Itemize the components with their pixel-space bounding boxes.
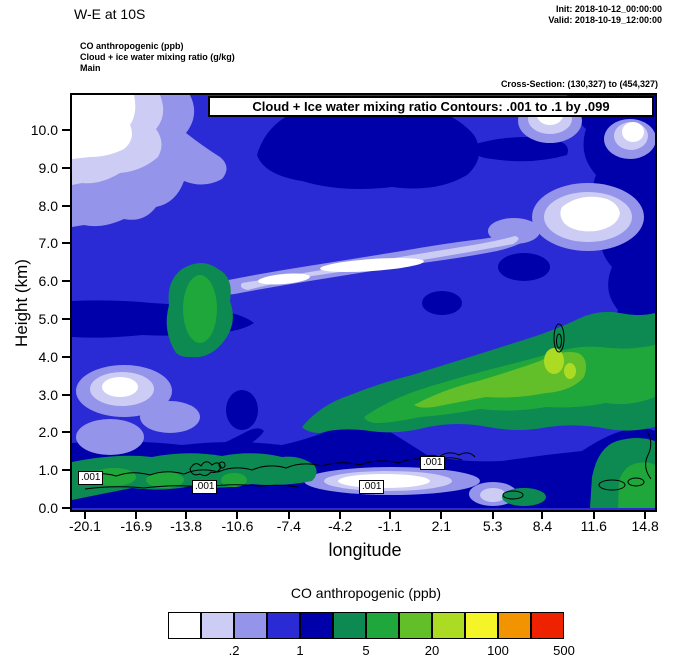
x-tick-label: 2.1	[431, 518, 452, 534]
y-tick-mark	[62, 318, 70, 320]
legend-tick-label: 500	[553, 643, 575, 658]
x-tick-label: -1.1	[377, 518, 402, 534]
x-tick-label: -7.4	[276, 518, 301, 534]
legend-color-cell	[465, 612, 498, 639]
y-tick-mark	[62, 242, 70, 245]
field-description-block: CO anthropogenic (ppb) Cloud + ice water…	[80, 41, 235, 74]
x-tick-label: -10.6	[221, 518, 254, 534]
y-tick-label: 0.0	[38, 500, 58, 516]
legend-color-cell	[366, 612, 399, 639]
y-tick-label: 2.0	[38, 424, 58, 441]
field-line-co: CO anthropogenic (ppb)	[80, 41, 184, 51]
x-tick-mark	[185, 512, 188, 519]
cross-section-coords: Cross-Section: (130,327) to (454,327)	[500, 79, 658, 89]
legend-tick-label: 100	[487, 643, 509, 658]
x-tick-mark	[491, 512, 494, 519]
x-tick-mark	[388, 512, 391, 519]
y-tick-mark	[62, 204, 70, 207]
x-tick-mark	[236, 512, 239, 519]
y-tick-mark	[62, 355, 70, 358]
co-fill-yellow-green	[544, 348, 576, 379]
legend-color-cell	[333, 612, 366, 639]
x-tick-label: -16.9	[120, 518, 153, 534]
cross-section-canvas	[72, 95, 655, 510]
y-tick-label: 3.0	[38, 386, 58, 403]
x-tick-mark	[339, 512, 342, 519]
legend-tick-label: 5	[362, 643, 370, 658]
field-line-cloud: Cloud + ice water mixing ratio (g/kg)	[80, 52, 235, 62]
y-tick-label: 6.0	[38, 273, 58, 290]
co-fill-bright-green	[414, 352, 586, 408]
y-tick-label: 5.0	[38, 311, 58, 327]
y-tick-label: 7.0	[38, 235, 58, 252]
contour-inline-label: .001	[78, 471, 104, 485]
x-axis-title: longitude	[328, 540, 402, 560]
legend-tick-label: .2	[228, 643, 240, 658]
contour-inline-label: .001	[192, 480, 218, 494]
valid-time: Valid: 2018-10-19_12:00:00	[548, 15, 662, 25]
legend-color-cell	[267, 612, 300, 639]
x-tick-label: 8.4	[532, 518, 553, 534]
legend-title: CO anthropogenic (ppb)	[290, 585, 442, 601]
figure-title: W-E at 10S	[74, 6, 146, 22]
plot-frame: Cloud + Ice water mixing ratio Contours:…	[70, 93, 657, 512]
x-tick-mark	[287, 512, 290, 519]
x-tick-mark	[592, 512, 595, 519]
legend-color-cell	[300, 612, 333, 639]
contour-inline-label: .001	[359, 480, 385, 494]
init-valid-block: Init: 2018-10-12_00:00:00 Valid: 2018-10…	[548, 4, 662, 26]
field-line-main: Main	[80, 63, 101, 73]
x-tick-label: 14.8	[631, 518, 659, 534]
legend-color-cell	[168, 612, 201, 639]
x-tick-mark	[440, 512, 443, 519]
y-tick-label: 8.0	[38, 197, 58, 214]
x-tick-label: -4.2	[328, 518, 353, 534]
y-tick-mark	[62, 280, 70, 283]
co-fill-layer	[72, 95, 655, 510]
x-tick-label: -13.8	[170, 518, 203, 534]
x-tick-label: -20.1	[69, 518, 101, 534]
y-tick-mark	[62, 393, 70, 396]
y-tick-mark	[62, 166, 70, 169]
legend-tick-label: 20	[424, 643, 440, 658]
legend-color-cell	[531, 612, 564, 639]
x-tick-mark	[135, 512, 138, 519]
y-tick-mark	[62, 507, 70, 509]
x-tick-mark	[84, 512, 86, 519]
y-tick-mark	[62, 469, 70, 472]
y-tick-mark	[62, 431, 70, 434]
x-tick-mark	[644, 512, 647, 519]
contour-note: Cloud + Ice water mixing ratio Contours:…	[208, 96, 654, 117]
y-tick-label: 1.0	[38, 462, 58, 479]
y-tick-label: 4.0	[38, 348, 58, 365]
legend-color-cell	[234, 612, 267, 639]
x-tick-mark	[541, 512, 544, 519]
legend-tick-label: 1	[296, 643, 304, 658]
legend-color-cell	[399, 612, 432, 639]
x-tick-label: 5.3	[482, 518, 503, 534]
legend-colorbar	[168, 612, 564, 639]
legend-color-cell	[498, 612, 531, 639]
legend-color-cell	[201, 612, 234, 639]
x-tick-label: 11.6	[580, 518, 607, 534]
y-tick-label: 9.0	[38, 159, 58, 176]
y-tick-label: 10.0	[30, 122, 58, 138]
init-time: Init: 2018-10-12_00:00:00	[555, 4, 662, 14]
contour-inline-label: .001	[420, 456, 446, 470]
legend-color-cell	[432, 612, 465, 639]
y-tick-mark	[62, 129, 70, 131]
